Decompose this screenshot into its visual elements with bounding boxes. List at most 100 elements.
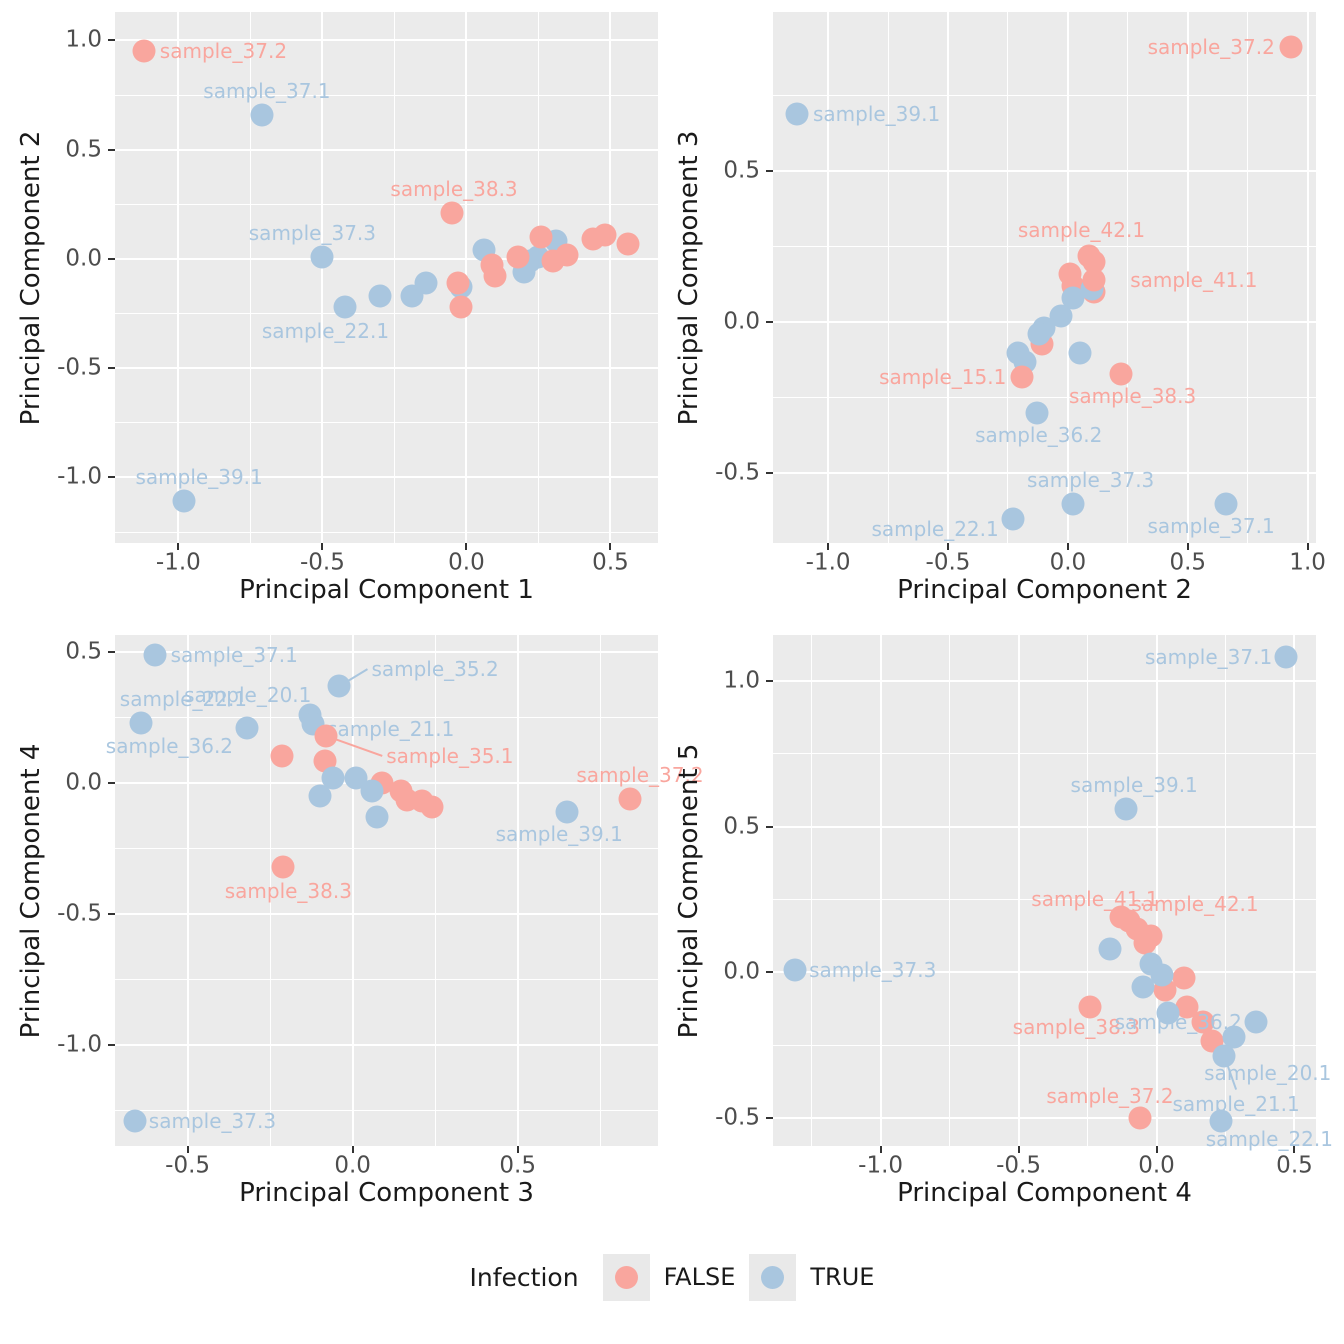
sample-label: sample_37.1 [1147,513,1275,538]
gridline-minor-x [1087,635,1089,1146]
gridline-minor-y [115,422,658,424]
data-point-true [1049,304,1073,328]
data-point-true [1150,963,1174,987]
x-tick-mark [827,543,830,550]
data-point-false [483,264,507,288]
data-point-false [1078,995,1102,1019]
data-point-false [420,795,444,819]
data-point-false [1010,365,1034,389]
data-point-false [1139,924,1163,948]
x-tick-label: -0.5 [925,549,971,576]
data-point-true [555,800,579,824]
data-point-true [365,805,389,829]
x-tick-mark [1306,543,1309,550]
data-point-false [1077,244,1101,268]
gridline-minor-y [773,397,1316,399]
y-tick-mark [108,913,115,916]
data-point-true [1214,492,1238,516]
x-tick-mark [321,543,324,550]
x-tick-label: -0.5 [299,549,345,576]
data-point-true [172,489,196,513]
data-point-true [1027,322,1051,346]
data-point-true [143,643,167,667]
x-tick-mark [947,543,949,550]
sample-label: sample_22.1 [261,319,390,343]
gridline-minor-y [773,95,1316,97]
data-point-false [132,39,156,63]
false-color-dot [614,1265,638,1289]
gridline-minor-y [115,1110,658,1112]
true-color-dot [761,1265,785,1289]
data-point-true [1061,286,1085,310]
x-tick-label: -1.0 [805,549,851,576]
x-tick-mark [516,1146,519,1153]
sample-label: sample_39.1 [495,821,623,846]
data-point-false [440,201,464,225]
gridline-minor-y [115,848,658,850]
gridline-major-y [115,476,658,479]
gridline-major-y [773,825,1316,828]
y-tick-label: -0.5 [57,354,102,381]
data-point-true [129,711,153,735]
x-tick-mark [1186,543,1189,550]
gridline-major-y [773,472,1316,475]
data-point-true [1001,507,1025,531]
x-tick-mark [351,1146,354,1153]
y-axis-title: Principal Component 2 [16,130,46,425]
y-tick-mark [108,148,115,151]
sample-label: sample_36.2 [975,423,1103,448]
gridline-minor-y [773,1044,1316,1046]
data-point-true [368,284,392,308]
y-tick-label: -1.0 [57,463,102,490]
y-tick-mark [108,476,115,479]
gridline-minor-y [115,203,658,205]
y-tick-mark [108,257,115,260]
data-point-false [618,787,642,811]
y-tick-label: 1.0 [723,667,760,694]
plot-panel-3 [115,635,658,1146]
gridline-minor-y [115,313,658,315]
x-tick-mark [879,1146,882,1153]
gridline-major-y [115,913,658,916]
sample-label: sample_38.3 [390,177,518,202]
gridline-major-y [115,39,658,42]
y-tick-label: 0.5 [65,638,102,665]
data-point-true [785,102,809,126]
gridline-major-x [1186,12,1189,543]
data-point-true [1061,492,1085,516]
y-axis-title: Principal Component 5 [674,743,704,1038]
data-point-true [360,779,384,803]
x-axis-title: Principal Component 4 [897,1178,1192,1208]
legend-label-false: FALSE [663,1263,736,1291]
sample-label: sample_21.1 [327,717,455,742]
y-tick-label: 0.5 [65,136,102,163]
x-tick-label: 0.0 [334,1152,371,1179]
sample-label: sample_22.1 [1205,1127,1333,1152]
x-tick-label: -1.0 [858,1152,904,1179]
y-tick-mark [766,971,773,974]
gridline-minor-x [811,635,813,1146]
gridline-major-y [773,971,1316,974]
x-tick-mark [1293,1146,1296,1153]
data-point-true [1131,975,1155,999]
y-tick-label: -0.5 [715,1104,760,1131]
y-tick-mark [766,825,773,828]
x-tick-label: 0.0 [1138,1152,1175,1179]
sample-label: sample_42.1 [1017,217,1146,242]
data-point-false [593,223,617,247]
gridline-minor-x [1247,12,1249,543]
legend-title: Infection [469,1262,579,1292]
infection-legend: Infection FALSE TRUE [0,1252,1344,1302]
y-tick-label: 1.0 [65,26,102,53]
plot-panel-1 [115,12,658,543]
gridline-major-y [115,1044,658,1047]
data-point-false [271,855,295,879]
data-point-true [1156,1001,1180,1025]
sample-label: sample_41.1 [1130,268,1258,293]
gridline-major-x [321,12,324,543]
sample-label: sample_37.2 [1046,1084,1174,1109]
sample-label: sample_38.3 [224,878,352,903]
data-point-false [555,243,579,267]
sample-label: sample_36.2 [105,734,234,759]
y-tick-label: -1.0 [57,1031,102,1058]
